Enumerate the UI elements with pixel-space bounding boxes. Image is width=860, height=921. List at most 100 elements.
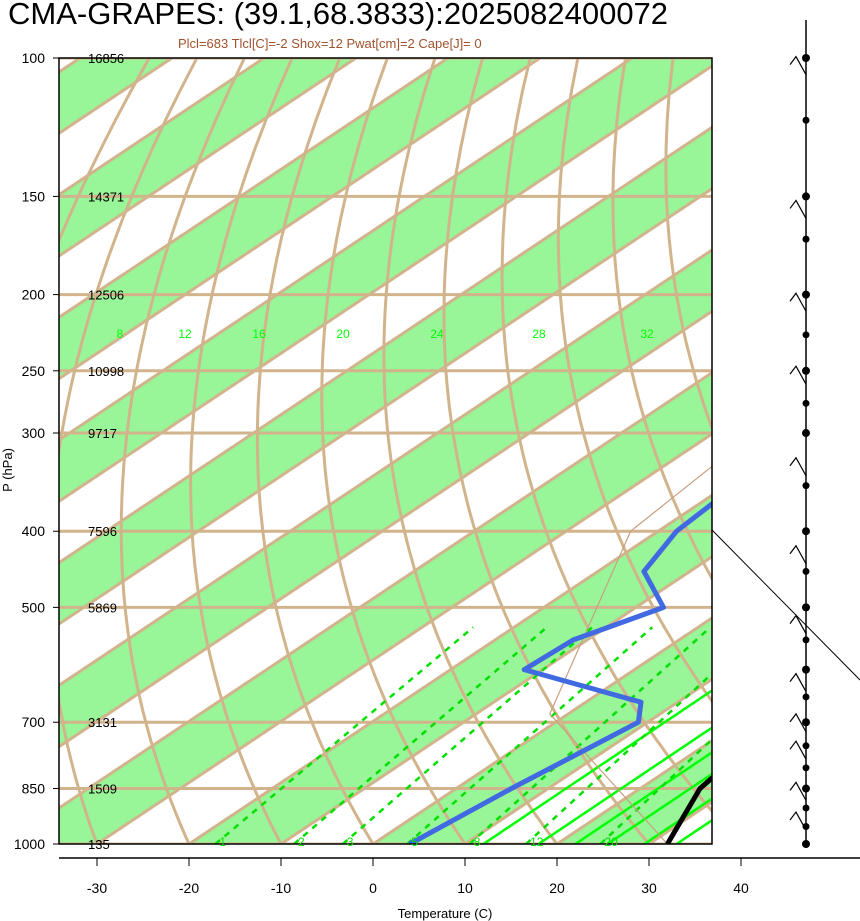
wind-barb xyxy=(789,544,807,565)
height-label: 10998 xyxy=(88,364,124,379)
mixing-ratio-label: 3 xyxy=(347,835,354,849)
wind-level-dot xyxy=(802,482,810,490)
wind-barb xyxy=(789,365,807,385)
height-label: 1509 xyxy=(88,782,117,797)
isotherm-line xyxy=(59,125,712,565)
isotherm-bands xyxy=(59,58,860,844)
wind-barb xyxy=(789,456,807,477)
dry-adiabat xyxy=(119,58,246,844)
pressure-label: 850 xyxy=(22,781,46,797)
wind-level-dot xyxy=(802,840,810,848)
mixing-ratio-label: 2 xyxy=(298,835,305,849)
moist-adiabat-label: 28 xyxy=(532,327,546,341)
wind-level-dot xyxy=(802,366,810,375)
mixing-ratio-line xyxy=(599,737,712,844)
mixing-ratio-label: 8 xyxy=(474,835,481,849)
isotherm-line xyxy=(464,677,712,844)
pressure-label: 250 xyxy=(22,363,46,379)
dry-adiabat xyxy=(717,58,860,861)
temp-tick-label: -20 xyxy=(179,880,199,896)
isotherm-band xyxy=(741,58,860,844)
height-label: 16856 xyxy=(88,51,124,66)
isotherm-line xyxy=(59,58,633,442)
moist-adiabat-label: 16 xyxy=(252,327,266,341)
isotherm-line xyxy=(59,58,357,258)
pressure-label: 400 xyxy=(22,523,46,539)
moist-adiabat-label: 8 xyxy=(117,327,124,341)
dry-adiabat xyxy=(382,58,559,844)
moist-adiabat-label: 24 xyxy=(430,327,444,341)
wind-level-dot xyxy=(802,822,810,830)
wind-level-dot xyxy=(802,636,810,644)
wind-level-dot xyxy=(802,192,810,201)
dry-adiabat xyxy=(59,58,199,844)
isotherm-line xyxy=(59,370,712,810)
wind-barb xyxy=(789,672,807,692)
moist-adiabat-label: 12 xyxy=(178,327,192,341)
mixing-ratio-label: 20 xyxy=(604,835,618,849)
wind-level-dot xyxy=(802,116,810,124)
isotherm-line xyxy=(188,493,712,844)
dry-adiabat xyxy=(664,58,712,433)
dewpoint-profile xyxy=(408,500,712,844)
wind-level-dot xyxy=(802,54,810,62)
wind-level-dot xyxy=(802,665,810,674)
isotherm-line xyxy=(59,309,712,749)
mixing-ratio-line xyxy=(468,626,712,844)
wind-level-dot xyxy=(802,399,810,407)
isotherm-band xyxy=(59,58,712,502)
wind-level-dot xyxy=(802,527,810,536)
wind-barb xyxy=(789,781,807,801)
dry-adiabat xyxy=(500,58,712,814)
height-label: 3131 xyxy=(88,715,117,730)
mixing-ratio-line xyxy=(214,626,474,844)
height-label: 12506 xyxy=(88,288,124,303)
wind-level-dot xyxy=(802,331,810,339)
y-axis-label: P (hPa) xyxy=(0,448,15,492)
pressure-label: 100 xyxy=(22,50,46,66)
wind-barb xyxy=(789,199,807,219)
moist-adiabat xyxy=(482,689,712,844)
pressure-label: 1000 xyxy=(14,836,45,852)
wind-level-dot xyxy=(802,235,810,243)
temp-tick-label: 30 xyxy=(641,880,657,896)
wind-barb xyxy=(789,55,807,75)
moist-adiabat xyxy=(574,750,712,844)
sounding-profiles xyxy=(408,465,712,844)
wind-barb xyxy=(789,740,807,760)
isotherm-line xyxy=(59,58,541,381)
pressure-label: 300 xyxy=(22,425,46,441)
dry-adiabat xyxy=(442,58,651,844)
temp-tick-label: 20 xyxy=(549,880,565,896)
mixing-ratio-line xyxy=(293,626,548,844)
pressure-label: 700 xyxy=(22,714,46,730)
height-label: 9717 xyxy=(88,426,117,441)
height-label: 7596 xyxy=(88,524,117,539)
plot-border xyxy=(58,57,713,845)
outer-border xyxy=(711,529,860,681)
x-axis-label: Temperature (C) xyxy=(398,906,493,921)
wind-level-dot xyxy=(802,603,810,612)
isotherm-line xyxy=(741,58,860,844)
adiabat-lines xyxy=(214,626,712,844)
wind-barb xyxy=(789,614,807,634)
isotherm-band xyxy=(59,250,712,747)
temp-tick-label: 0 xyxy=(369,880,377,896)
mixing-ratio-label: 5 xyxy=(411,835,418,849)
wind-barb xyxy=(789,292,807,312)
mixing-ratio-label: 12 xyxy=(530,835,544,849)
plot-frame xyxy=(58,57,860,859)
dry-adiabat xyxy=(556,58,712,704)
mixing-ratio-line xyxy=(525,672,712,844)
isotherm-line xyxy=(59,58,449,320)
dry-adiabat xyxy=(320,58,467,844)
dry-adiabat xyxy=(255,58,375,844)
parcel-path xyxy=(549,465,712,844)
isotherm-line xyxy=(59,248,712,688)
moist-adiabat xyxy=(537,726,712,844)
wind-level-dot xyxy=(802,429,810,438)
isotherm-line xyxy=(96,432,712,844)
dry-adiabat xyxy=(611,58,712,582)
isotherm-line xyxy=(59,64,712,504)
